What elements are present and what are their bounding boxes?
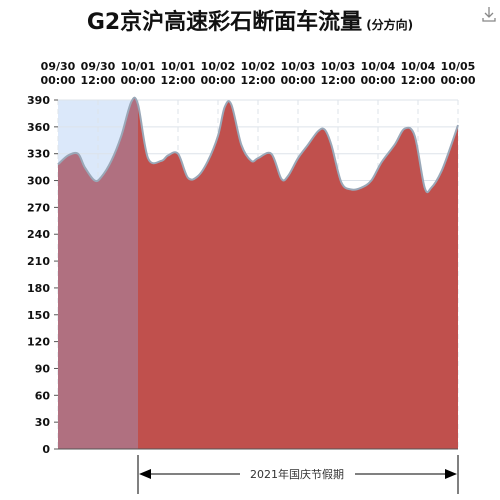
holiday-arrowhead-left xyxy=(139,469,151,479)
series-line xyxy=(57,96,459,194)
holiday-label: 2021年国庆节假期 xyxy=(250,467,344,481)
x-tick-label-time: 00:00 xyxy=(440,74,475,87)
x-tick-label-date: 10/01 xyxy=(161,60,196,73)
y-tick-label: 60 xyxy=(35,389,51,402)
y-tick-label: 240 xyxy=(27,228,50,241)
x-tick-label-date: 10/05 xyxy=(441,60,476,73)
x-tick-label-time: 00:00 xyxy=(280,74,315,87)
chart-title-main: G2京沪高速彩石断面车流量 xyxy=(86,10,363,35)
x-tick-label-date: 09/30 xyxy=(41,60,76,73)
y-tick-label: 210 xyxy=(27,255,50,268)
x-tick-label-time: 00:00 xyxy=(200,74,235,87)
x-tick-label-date: 10/03 xyxy=(281,60,316,73)
y-tick-label: 360 xyxy=(27,121,50,134)
holiday-arrowhead-right xyxy=(445,469,457,479)
x-tick-label-time: 00:00 xyxy=(360,74,395,87)
y-tick-label: 300 xyxy=(27,175,50,188)
y-tick-label: 150 xyxy=(27,309,50,322)
chart-subtitle: (分方向) xyxy=(366,18,414,32)
download-icon[interactable] xyxy=(482,6,496,22)
x-tick-label-date: 10/03 xyxy=(321,60,356,73)
x-tick-labels: 09/3000:0009/3012:0010/0100:0010/0112:00… xyxy=(40,60,475,87)
y-tick-label: 30 xyxy=(35,416,51,429)
x-tick-label-date: 10/02 xyxy=(201,60,236,73)
chart-title: G2京沪高速彩石断面车流量 (分方向) xyxy=(0,4,500,36)
x-tick-label-time: 12:00 xyxy=(400,74,435,87)
x-tick-label-time: 12:00 xyxy=(160,74,195,87)
area-holiday xyxy=(138,101,458,449)
y-tick-label: 0 xyxy=(42,443,50,456)
x-tick-label-time: 12:00 xyxy=(320,74,355,87)
holiday-annotation: 2021年国庆节假期 xyxy=(137,455,459,494)
x-tick-label-date: 10/02 xyxy=(241,60,276,73)
x-tick-label-date: 10/01 xyxy=(121,60,156,73)
y-tick-label: 180 xyxy=(27,282,50,295)
x-tick-label-date: 10/04 xyxy=(361,60,396,73)
x-tick-label-time: 00:00 xyxy=(120,74,155,87)
y-tick-label: 270 xyxy=(27,201,50,214)
y-tick-label: 390 xyxy=(27,94,50,107)
y-tick-labels: 0 30 60 90 120 150 180 210 240 270 300 330 360 390 xyxy=(27,94,58,456)
y-tick-label: 90 xyxy=(35,362,51,375)
x-tick-label-date: 09/30 xyxy=(81,60,116,73)
x-tick-label-time: 12:00 xyxy=(240,74,275,87)
x-tick-label-date: 10/04 xyxy=(401,60,436,73)
area-pre-holiday xyxy=(58,97,138,449)
x-tick-label-time: 12:00 xyxy=(80,74,115,87)
y-tick-label: 330 xyxy=(27,148,50,161)
x-tick-label-time: 00:00 xyxy=(40,74,75,87)
y-tick-label: 120 xyxy=(27,336,50,349)
